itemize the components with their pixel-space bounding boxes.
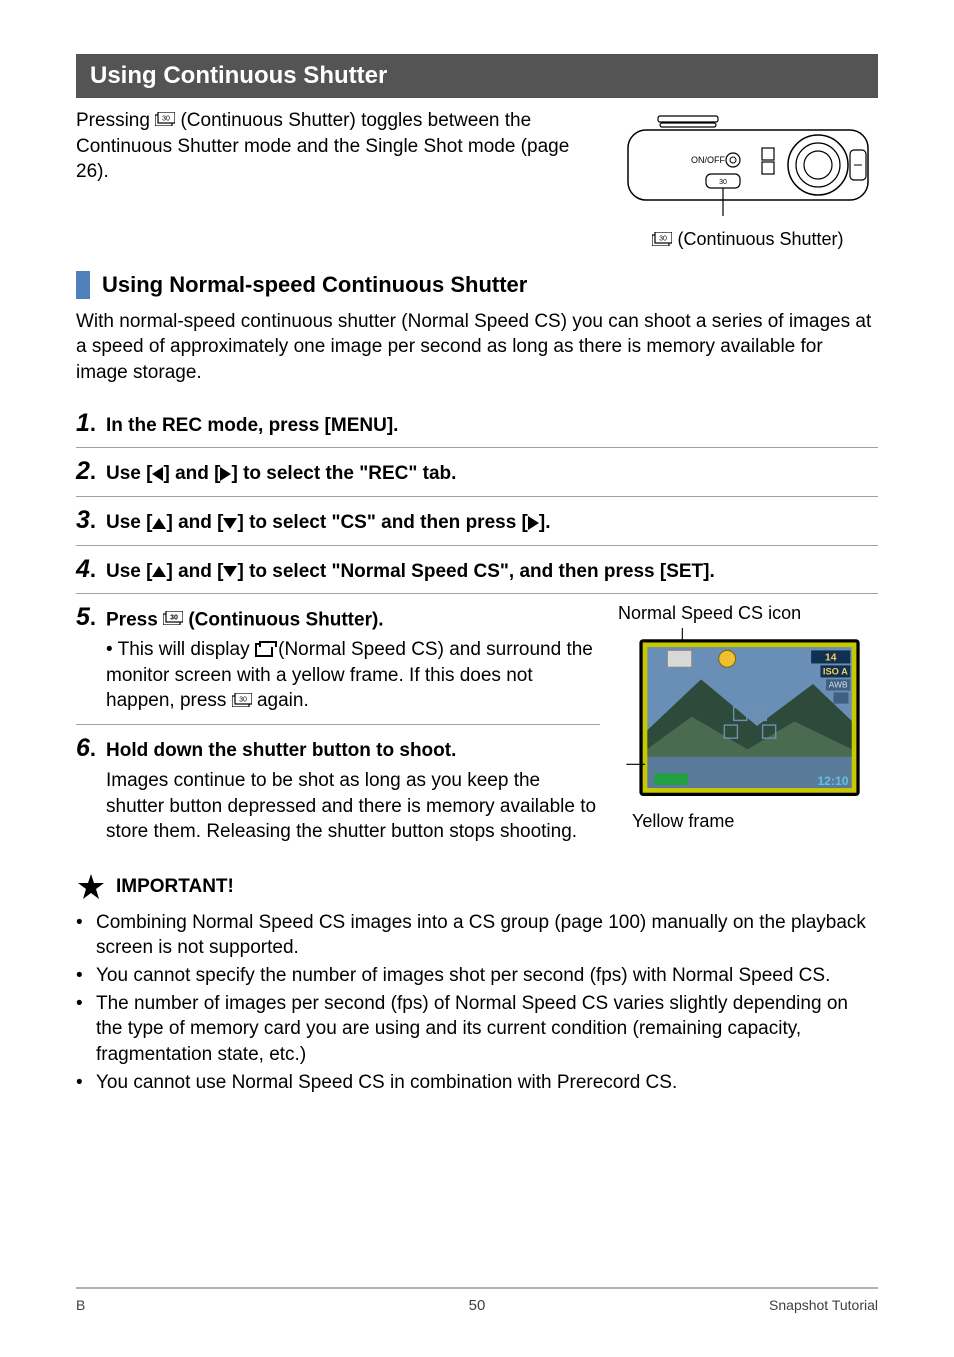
svg-text:14: 14 [825, 653, 837, 664]
bullet-text: The number of images per second (fps) of… [96, 991, 878, 1068]
step-title: Use [] and [] to select "Normal Speed CS… [106, 560, 715, 585]
up-arrow-icon [152, 566, 166, 577]
important-icon [76, 872, 106, 902]
footer-right: Snapshot Tutorial [769, 1297, 878, 1313]
svg-text:ON/OFF: ON/OFF [691, 155, 725, 165]
bullet: •The number of images per second (fps) o… [76, 991, 878, 1068]
step-title: In the REC mode, press [MENU]. [106, 414, 398, 439]
step-3: 3. Use [] and [] to select "CS" and then… [76, 496, 878, 545]
step-num: 6. [76, 734, 106, 763]
svg-text:30: 30 [162, 116, 170, 123]
bullet: •You cannot use Normal Speed CS in combi… [76, 1070, 878, 1096]
cs-shutter-icon: 30 [155, 108, 175, 134]
cs-shutter-icon: 30 [232, 689, 252, 715]
up-arrow-icon [152, 518, 166, 529]
bullet-text: You cannot specify the number of images … [96, 963, 830, 989]
step-num: 1. [76, 409, 106, 438]
sub-body: With normal-speed continuous shutter (No… [76, 309, 878, 386]
camera-caption-text: (Continuous Shutter) [672, 229, 843, 249]
camera-illustration: ON/OFF 30 [618, 108, 878, 218]
important-label: IMPORTANT! [116, 876, 234, 898]
bullet-text: You cannot use Normal Speed CS in combin… [96, 1070, 677, 1096]
step-title: Hold down the shutter button to shoot. [106, 739, 456, 764]
step-title: Use [] and [] to select "CS" and then pr… [106, 511, 551, 536]
cs-preview-image: 14 ISO A AWB 12:10 [618, 628, 868, 796]
camera-illustration-block: ON/OFF 30 30 (Continuous Shutter) [618, 108, 878, 251]
step-title: Use [] and [] to select the "REC" tab. [106, 462, 456, 487]
sub-heading: Using Normal-speed Continuous Shutter [102, 272, 527, 298]
svg-text:30: 30 [239, 696, 247, 703]
step-num: 5. [76, 603, 106, 632]
step-title: Press 30 (Continuous Shutter). [106, 608, 384, 633]
svg-text:12:10: 12:10 [817, 774, 848, 788]
bullet: •You cannot specify the number of images… [76, 963, 878, 989]
step-4: 4. Use [] and [] to select "Normal Speed… [76, 545, 878, 594]
right-arrow-icon [528, 516, 539, 530]
camera-caption: 30 (Continuous Shutter) [618, 229, 878, 251]
preview-block: Normal Speed CS icon 14 [618, 603, 878, 844]
down-arrow-icon [223, 518, 237, 529]
down-arrow-icon [223, 566, 237, 577]
step-num: 4. [76, 555, 106, 584]
left-arrow-icon [152, 467, 163, 481]
svg-text:AWB: AWB [829, 680, 848, 690]
step-num: 3. [76, 506, 106, 535]
step-1: 1. In the REC mode, press [MENU]. [76, 400, 878, 448]
cs-shutter-icon: 30 [652, 230, 672, 251]
bullets: •Combining Normal Speed CS images into a… [76, 910, 878, 1095]
normal-cs-icon [255, 643, 273, 657]
footer-center: 50 [469, 1297, 486, 1314]
step-body: Images continue to be shot as long as yo… [106, 768, 600, 845]
intro-text: Pressing 30 (Continuous Shutter) toggles… [76, 108, 598, 251]
yellow-frame-label: Yellow frame [632, 811, 878, 832]
footer-left: B [76, 1297, 85, 1313]
bullet-text: Combining Normal Speed CS images into a … [96, 910, 878, 961]
svg-text:ISO A: ISO A [823, 667, 848, 677]
footer: B 50 Snapshot Tutorial [76, 1287, 878, 1313]
right-arrow-icon [220, 467, 231, 481]
intro-row: Pressing 30 (Continuous Shutter) toggles… [76, 108, 878, 251]
sub-heading-row: Using Normal-speed Continuous Shutter [76, 271, 878, 299]
cs-shutter-icon: 30 [163, 608, 183, 633]
step-num: 2. [76, 457, 106, 486]
intro-p1: Pressing [76, 110, 155, 131]
step-5-6-block: 5. Press 30 (Continuous Shutter). • This… [76, 593, 878, 853]
svg-text:30: 30 [170, 615, 178, 622]
steps: 1. In the REC mode, press [MENU]. 2. Use… [76, 400, 878, 854]
bullet: •Combining Normal Speed CS images into a… [76, 910, 878, 961]
important-row: IMPORTANT! [76, 872, 878, 902]
section-heading: Using Continuous Shutter [76, 54, 878, 98]
step-2: 2. Use [] and [] to select the "REC" tab… [76, 447, 878, 496]
sub-heading-bar [76, 271, 90, 299]
cs-icon-label: Normal Speed CS icon [618, 603, 878, 624]
svg-text:30: 30 [660, 235, 668, 242]
step-body: • This will display (Normal Speed CS) an… [106, 637, 600, 714]
svg-text:30: 30 [719, 179, 727, 186]
